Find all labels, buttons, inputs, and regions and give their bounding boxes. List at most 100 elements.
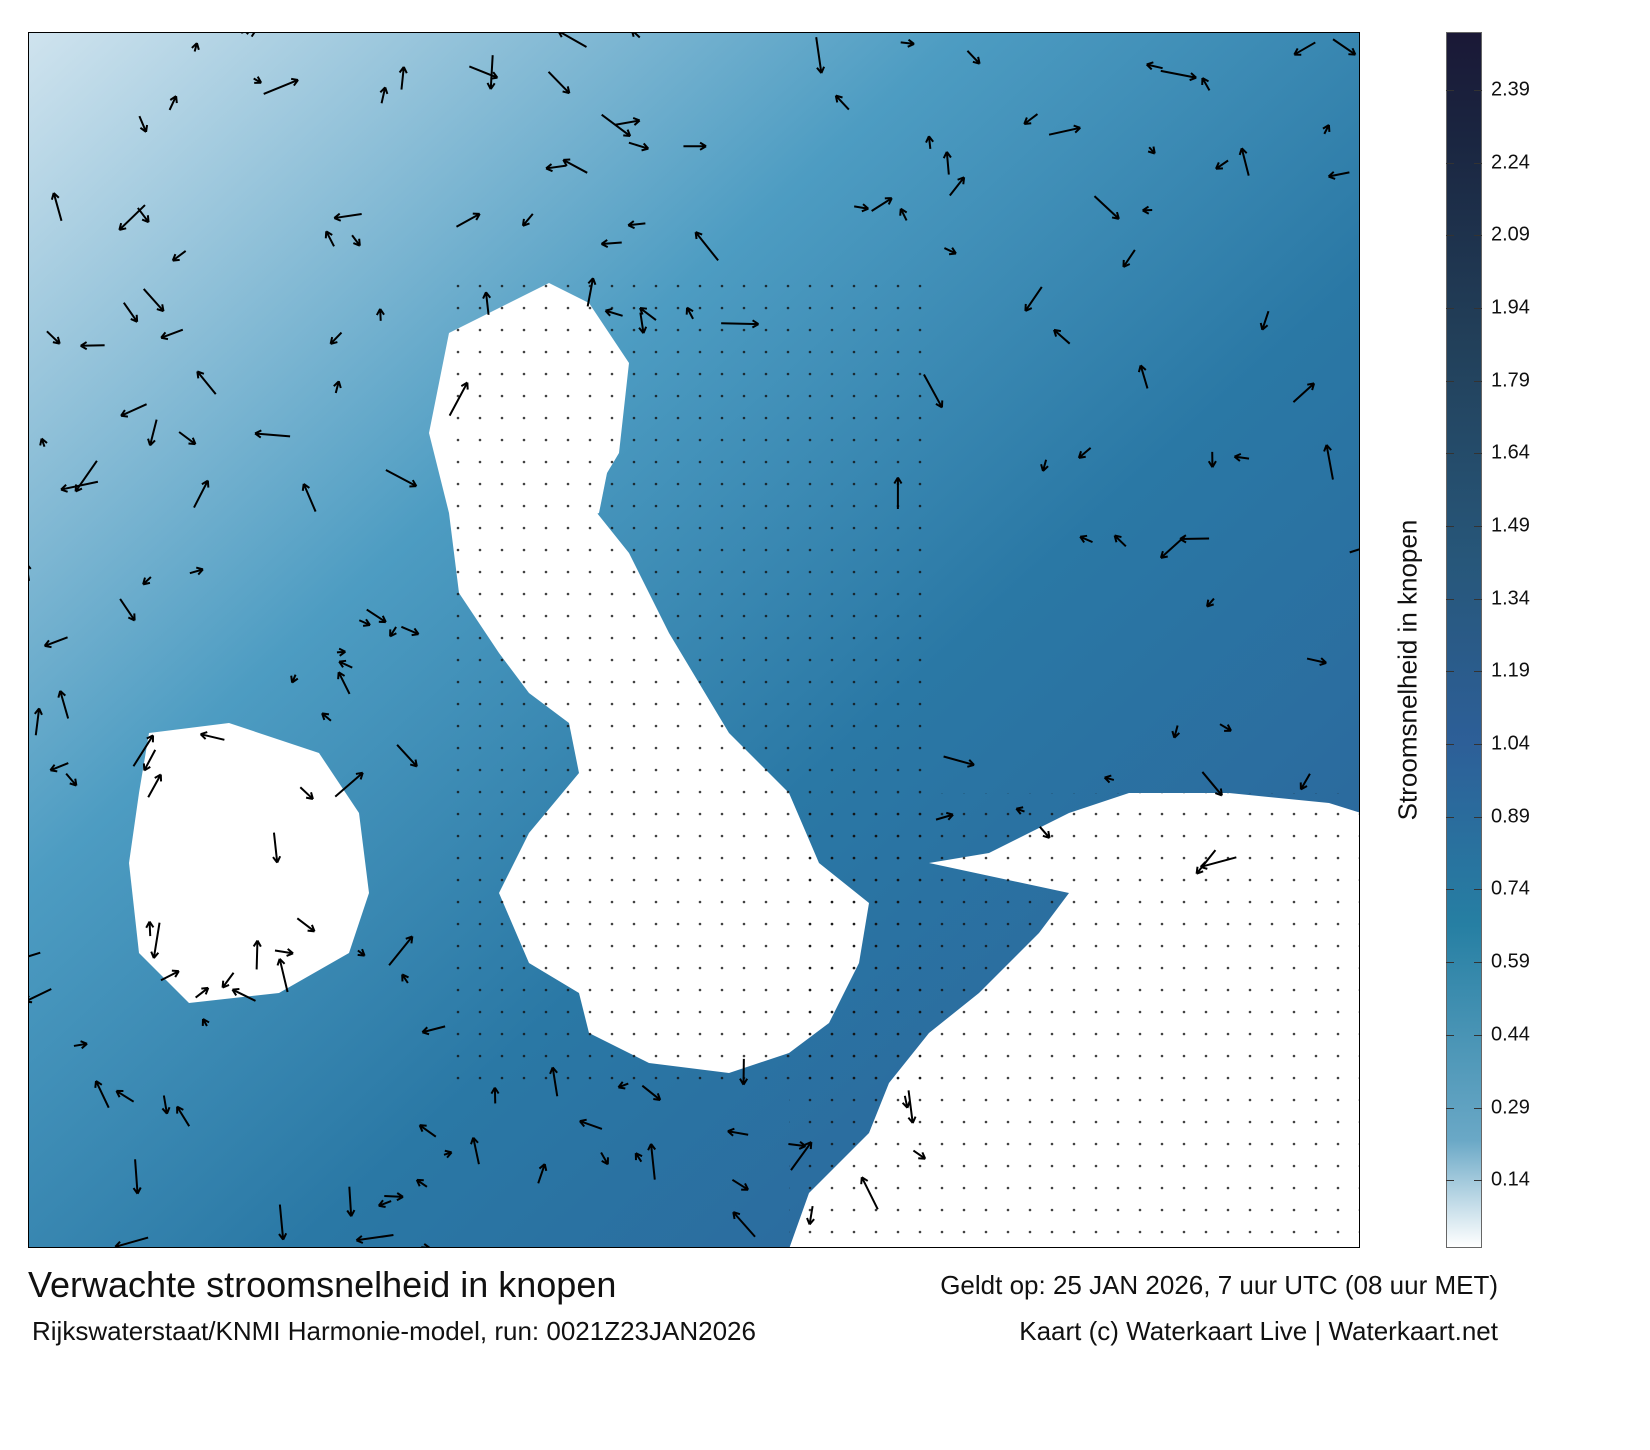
current-arrow bbox=[379, 86, 389, 104]
colorbar-tick bbox=[1474, 235, 1482, 237]
current-arrow bbox=[1093, 195, 1120, 220]
colorbar-tick bbox=[1446, 671, 1454, 673]
current-arrow bbox=[375, 308, 385, 321]
current-arrow bbox=[634, 1152, 643, 1163]
current-arrow bbox=[145, 921, 155, 937]
colorbar-tick-label: 0.44 bbox=[1491, 1023, 1530, 1046]
current-arrow bbox=[628, 141, 650, 152]
current-arrow bbox=[333, 380, 342, 394]
current-arrow bbox=[254, 429, 291, 439]
current-arrow bbox=[685, 306, 694, 320]
current-arrow bbox=[1122, 249, 1136, 268]
current-arrow bbox=[854, 203, 869, 213]
colorbar-tick bbox=[1446, 453, 1454, 455]
current-arrow bbox=[1160, 69, 1197, 82]
current-arrow bbox=[490, 1087, 500, 1104]
current-arrow bbox=[1349, 548, 1359, 554]
current-arrow bbox=[120, 403, 148, 418]
colorbar-tick bbox=[1474, 1180, 1482, 1182]
current-arrow bbox=[176, 1105, 191, 1127]
current-arrow bbox=[324, 230, 335, 247]
current-arrow bbox=[579, 1118, 603, 1130]
current-arrow bbox=[388, 935, 414, 966]
current-arrow bbox=[604, 307, 623, 317]
current-arrow bbox=[562, 158, 588, 174]
current-arrow bbox=[1137, 364, 1149, 389]
colorbar-tick bbox=[1474, 1107, 1482, 1109]
current-arrow bbox=[1023, 113, 1039, 126]
current-arrow bbox=[398, 66, 408, 90]
current-arrow bbox=[301, 483, 317, 512]
current-arrow bbox=[1293, 41, 1316, 56]
current-arrow bbox=[600, 239, 622, 248]
current-arrow bbox=[115, 1089, 135, 1103]
current-arrow bbox=[486, 55, 496, 90]
current-arrow bbox=[171, 250, 187, 262]
current-arrow bbox=[199, 731, 225, 741]
current-arrow bbox=[252, 940, 262, 970]
current-arrow bbox=[790, 1141, 813, 1171]
current-arrow bbox=[455, 212, 481, 228]
current-arrow bbox=[74, 460, 98, 493]
current-arrow bbox=[899, 207, 908, 221]
current-arrow bbox=[893, 476, 903, 509]
current-arrow bbox=[600, 1152, 609, 1166]
current-arrow bbox=[1206, 597, 1215, 608]
current-arrow bbox=[142, 288, 165, 313]
current-arrow bbox=[694, 231, 719, 262]
current-arrow bbox=[73, 1040, 88, 1050]
colorbar-label: Stroomsnelheid in knopen bbox=[1392, 519, 1423, 821]
current-arrow bbox=[400, 625, 420, 637]
current-arrow bbox=[263, 77, 299, 95]
current-arrow bbox=[900, 38, 915, 48]
colorbar-tick bbox=[1474, 162, 1482, 164]
current-arrows bbox=[29, 33, 1359, 1247]
current-arrow bbox=[299, 786, 314, 801]
colorbar bbox=[1446, 32, 1482, 1248]
current-arrow bbox=[132, 1159, 142, 1195]
current-arrow bbox=[638, 312, 648, 334]
current-arrow bbox=[122, 302, 139, 323]
current-arrow bbox=[470, 1136, 480, 1165]
map-title: Verwachte stroomsnelheid in knopen bbox=[28, 1264, 617, 1305]
current-arrow bbox=[721, 319, 760, 329]
current-arrow bbox=[1145, 61, 1163, 71]
current-arrow bbox=[29, 988, 52, 1004]
current-arrow bbox=[421, 1243, 431, 1247]
current-arrow bbox=[333, 212, 362, 222]
current-arrow bbox=[357, 948, 366, 957]
current-arrow bbox=[384, 1192, 404, 1202]
current-arrow bbox=[274, 948, 294, 957]
colorbar-tick bbox=[1446, 235, 1454, 237]
colorbar-tick-label: 0.74 bbox=[1491, 877, 1530, 900]
current-speed-map[interactable] bbox=[28, 32, 1360, 1248]
current-arrow bbox=[949, 176, 966, 197]
current-arrow bbox=[942, 151, 952, 175]
colorbar-tick-label: 1.79 bbox=[1491, 369, 1530, 392]
current-arrow bbox=[119, 598, 136, 622]
colorbar-tick bbox=[1474, 1034, 1482, 1036]
colorbar-tick bbox=[1446, 526, 1454, 528]
current-arrow bbox=[1322, 124, 1331, 135]
current-arrow bbox=[231, 987, 256, 1002]
current-arrow bbox=[366, 608, 387, 624]
current-arrow bbox=[201, 1018, 210, 1027]
current-arrow bbox=[65, 772, 78, 787]
colorbar-tick bbox=[1474, 744, 1482, 746]
current-arrow bbox=[142, 749, 157, 772]
colorbar-tick-label: 1.94 bbox=[1491, 296, 1530, 319]
current-arrow bbox=[1024, 286, 1043, 312]
current-arrow bbox=[196, 370, 217, 395]
current-arrow bbox=[901, 1095, 911, 1109]
current-arrow bbox=[641, 1084, 662, 1101]
current-arrow bbox=[147, 773, 163, 798]
current-arrow bbox=[351, 234, 361, 247]
current-arrow bbox=[355, 1234, 394, 1244]
current-arrow bbox=[815, 37, 826, 74]
current-arrow bbox=[943, 247, 957, 256]
current-arrow bbox=[871, 197, 893, 212]
current-arrow bbox=[448, 381, 469, 417]
current-arrow bbox=[94, 1080, 110, 1109]
current-arrow bbox=[1048, 124, 1081, 136]
current-arrow bbox=[1040, 459, 1049, 472]
